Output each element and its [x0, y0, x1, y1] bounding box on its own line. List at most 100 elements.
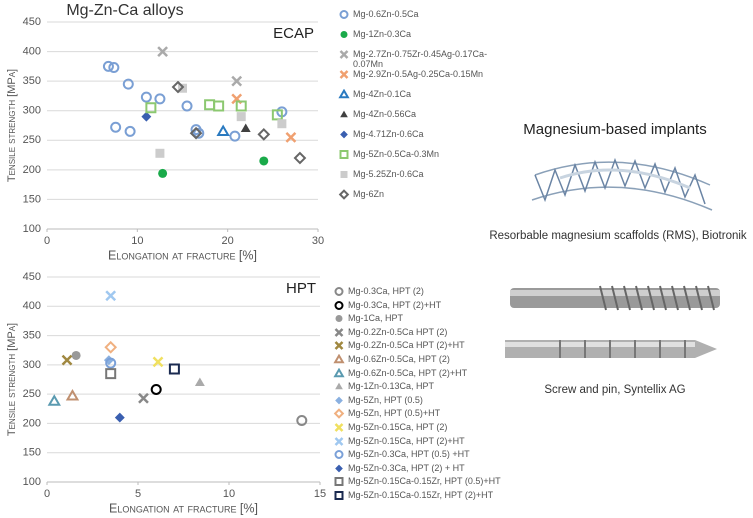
legend-symbol	[339, 70, 349, 79]
implant-caption: Screw and pin, Syntellix AG	[544, 384, 685, 396]
legend-label: Mg-5.25Zn-0.6Ca	[353, 169, 424, 179]
legend-symbol	[334, 477, 344, 487]
legend-symbol	[333, 353, 345, 364]
y-axis-label: Tensile strength [MPa]	[6, 323, 18, 436]
legend-symbol	[339, 10, 349, 19]
x-tick-label: 30	[312, 235, 324, 247]
legend-symbol	[334, 341, 344, 351]
legend-entry: Mg-0.6Zn-0.5Ca, HPT (2)+HT	[333, 367, 513, 382]
x-axis-label: Elongation at fracture [%]	[109, 501, 258, 515]
legend-marker	[334, 436, 344, 446]
legend-marker	[335, 464, 343, 473]
legend-label: Mg-5Zn-0.15Ca, HPT (2)+HT	[348, 435, 465, 446]
y-axis-label: Tensile strength [MPa]	[6, 69, 18, 182]
data-point	[105, 290, 117, 302]
data-point	[236, 112, 246, 122]
data-point	[145, 102, 157, 114]
data-point	[240, 123, 251, 133]
data-point	[105, 368, 117, 380]
legend: Mg-0.3Ca, HPT (2) Mg-0.3Ca, HPT (2)+HT Mg-…	[333, 286, 513, 504]
legend-label: Mg-1Zn-0.3Ca	[353, 29, 412, 39]
legend-label: Mg-4.71Zn-0.6Ca	[353, 129, 424, 139]
legend-symbol	[334, 287, 344, 296]
legend-label: Mg-5Zn-0.3Ca, HPT (0.5) +HT	[348, 449, 470, 460]
data-point	[124, 125, 136, 137]
legend-entry: Mg-1Zn-0.13Ca, HPT	[333, 381, 513, 395]
y-tick-label: 100	[23, 223, 41, 235]
legend-marker	[339, 150, 349, 159]
data-point	[138, 392, 149, 404]
legend-symbol	[335, 464, 343, 473]
y-tick-label: 450	[23, 271, 41, 283]
legend-label: Mg-2.7Zn-0.75Zr-0.45Ag-0.17Ca-0.07Mn	[353, 49, 488, 69]
legend-entry: Mg-4.71Zn-0.6Ca	[338, 129, 513, 149]
legend-entry: Mg-0.2Zn-0.5Ca HPT (2)+HT	[333, 340, 513, 354]
legend-marker	[335, 315, 343, 323]
legend-entry: Mg-2.7Zn-0.75Zr-0.45Ag-0.17Ca-0.07Mn	[338, 49, 513, 69]
y-tick-label: 350	[23, 329, 41, 341]
legend-entry: Mg-6Zn	[338, 189, 513, 209]
data-point	[213, 100, 225, 112]
legend-symbol	[335, 396, 343, 405]
legend-entry: Mg-4Zn-0.1Ca	[338, 89, 513, 109]
data-point	[104, 340, 118, 354]
legend-entry: Mg-2.9Zn-0.5Ag-0.25Ca-0.15Mn	[338, 69, 513, 89]
legend-symbol	[334, 490, 344, 500]
legend-entry: Mg-1Zn-0.3Ca	[338, 29, 513, 49]
legend-marker	[338, 189, 350, 200]
legend-entry: Mg-5Zn-0.5Ca-0.3Mn	[338, 149, 513, 169]
y-tick-label: 100	[23, 476, 41, 488]
data-point	[296, 415, 308, 426]
legend-entry: Mg-4Zn-0.56Ca	[338, 109, 513, 129]
data-point	[61, 354, 73, 366]
legend-entry: Mg-5.25Zn-0.6Ca	[338, 169, 513, 189]
legend-symbol	[340, 31, 348, 38]
pin-image	[505, 340, 717, 358]
y-tick-label: 150	[23, 193, 41, 205]
legend-symbol	[339, 50, 349, 59]
legend-label: Mg-5Zn-0.15Ca, HPT (2)	[348, 421, 448, 432]
y-tick-label: 350	[23, 75, 41, 87]
data-point	[216, 124, 230, 137]
data-point	[204, 99, 216, 111]
data-point	[114, 412, 125, 423]
x-tick-label: 0	[44, 235, 50, 247]
legend-symbol	[334, 450, 344, 460]
legend-marker	[334, 327, 344, 337]
data-point	[102, 60, 114, 72]
legend-marker	[339, 50, 349, 59]
legend-label: Mg-2.9Zn-0.5Ag-0.25Ca-0.15Mn	[353, 69, 484, 79]
legend-label: Mg-0.3Ca, HPT (2)+HT	[348, 299, 442, 310]
legend-entry: Mg-5Zn, HPT (0.5)	[333, 395, 513, 409]
legend-marker	[334, 450, 344, 460]
screw-image	[510, 285, 720, 311]
legend-marker	[335, 382, 343, 390]
legend-label: Mg-0.6Zn-0.5Ca	[353, 9, 419, 19]
legend-entry: Mg-0.3Ca, HPT (2)	[333, 286, 513, 300]
data-point	[277, 119, 287, 129]
legend-marker	[340, 130, 348, 139]
legend-symbol	[334, 327, 344, 337]
y-tick-label: 400	[23, 45, 41, 57]
legend-marker	[339, 10, 349, 19]
data-point	[168, 363, 180, 375]
data-point	[157, 46, 169, 57]
legend-entry: Mg-5Zn-0.3Ca, HPT (0.5) +HT	[333, 449, 513, 463]
legend-entry: Mg-0.6Zn-0.5Ca	[338, 9, 513, 29]
data-point	[141, 111, 152, 122]
legend-label: Mg-5Zn-0.5Ca-0.3Mn	[353, 149, 440, 159]
legend-marker	[334, 423, 344, 432]
data-point	[229, 130, 241, 142]
y-tick-label: 400	[23, 300, 41, 312]
stent-image	[531, 157, 713, 211]
data-point	[47, 394, 61, 406]
data-point	[231, 75, 243, 87]
legend-label: Mg-5Zn, HPT (0.5)	[348, 394, 423, 405]
legend: Mg-0.6Zn-0.5Ca Mg-1Zn-0.3Ca Mg-2.7Zn-0.75Z…	[338, 9, 513, 209]
legend-entry: Mg-0.2Zn-0.5Ca HPT (2)	[333, 327, 513, 341]
legend-marker	[333, 353, 345, 364]
legend-label: Mg-0.2Zn-0.5Ca HPT (2)+HT	[348, 340, 465, 351]
chart-annotation: ECAP	[273, 25, 314, 42]
